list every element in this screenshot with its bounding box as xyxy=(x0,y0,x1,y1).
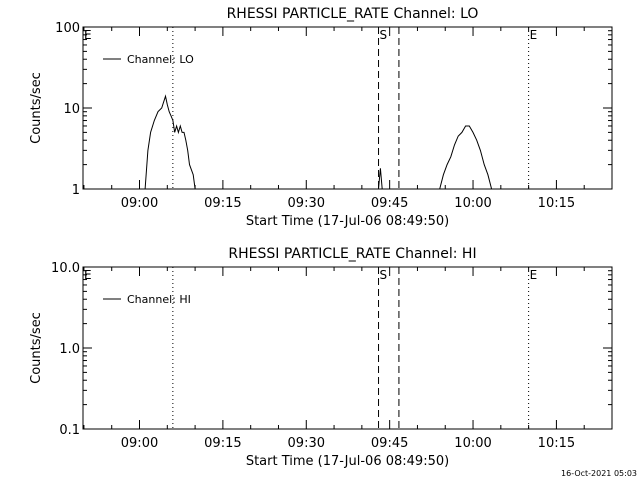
y-tick-label: 0.1 xyxy=(59,423,80,438)
legend-entry: Channel: LO xyxy=(127,53,194,66)
y-axis-label: Counts/sec xyxy=(29,72,44,144)
panel-lo: RHESSI PARTICLE_RATE Channel: LO 1 10 100 09… xyxy=(29,6,613,229)
panel-hi: RHESSI PARTICLE_RATE Channel: HI 0.1 1.0 10… xyxy=(29,246,613,469)
y-tick-label: 1.0 xyxy=(59,342,80,357)
x-tick-label: 10:00 xyxy=(454,196,491,211)
y-tick-label: 10 xyxy=(63,102,80,117)
x-tick-label: 10:15 xyxy=(538,196,575,211)
marker-label: S xyxy=(380,28,388,42)
x-tick-label: 09:00 xyxy=(121,436,158,451)
series-line-channel-lo xyxy=(144,94,493,190)
plot-frame xyxy=(82,266,613,430)
x-tick-label: 09:15 xyxy=(204,436,241,451)
legend-entry: Channel: HI xyxy=(127,293,191,306)
plot-frame xyxy=(82,26,613,190)
marker-label: E xyxy=(84,28,92,42)
marker-label: E xyxy=(530,28,538,42)
x-tick-label: 09:30 xyxy=(288,436,325,451)
y-axis-label: Counts/sec xyxy=(29,312,44,384)
footer-timestamp: 16-Oct-2021 05:03 xyxy=(561,469,637,478)
y-tick-label: 1 xyxy=(72,183,80,198)
x-tick-label: 09:30 xyxy=(288,196,325,211)
y-tick-label: 10.0 xyxy=(51,261,80,276)
x-tick-label: 09:15 xyxy=(204,196,241,211)
marker-label: E xyxy=(84,268,92,282)
marker-label: S xyxy=(380,268,388,282)
x-tick-label: 09:00 xyxy=(121,196,158,211)
y-tick-label: 100 xyxy=(55,21,80,36)
marker-label: E xyxy=(530,268,538,282)
x-axis-label: Start Time (17-Jul-06 08:49:50) xyxy=(246,454,449,469)
x-tick-label: 09:45 xyxy=(371,436,408,451)
chart-title: RHESSI PARTICLE_RATE Channel: LO xyxy=(227,6,479,22)
x-axis-label: Start Time (17-Jul-06 08:49:50) xyxy=(246,214,449,229)
x-tick-label: 09:45 xyxy=(371,196,408,211)
chart-title: RHESSI PARTICLE_RATE Channel: HI xyxy=(228,246,476,262)
x-tick-label: 10:00 xyxy=(454,436,491,451)
x-tick-label: 10:15 xyxy=(538,436,575,451)
